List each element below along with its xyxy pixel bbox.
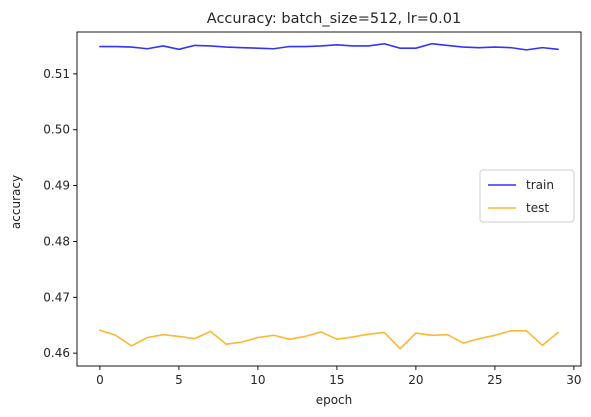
y-tick-label: 0.48 <box>43 234 70 248</box>
y-tick-label: 0.46 <box>43 346 70 360</box>
legend-label-train: train <box>526 178 554 192</box>
plot-frame <box>76 31 582 367</box>
chart-title: Accuracy: batch_size=512, lr=0.01 <box>207 11 461 27</box>
x-tick-label: 5 <box>175 373 183 387</box>
x-axis-label: epoch <box>316 393 353 407</box>
x-tick-label: 0 <box>96 373 104 387</box>
x-tick-label: 30 <box>566 373 581 387</box>
y-axis-label: accuracy <box>9 175 23 229</box>
series-line-train <box>99 42 559 51</box>
legend-box <box>479 169 575 223</box>
x-tick-label: 25 <box>487 373 502 387</box>
y-tick-label: 0.50 <box>43 123 70 137</box>
y-tick-label: 0.47 <box>43 290 70 304</box>
series-line-test <box>99 329 559 350</box>
plot-area: 0 5 10 15 20 25 30 0.46 0.47 0.48 0.49 0.50 0.51 trai… <box>43 31 582 387</box>
x-tick-label: 15 <box>329 373 344 387</box>
x-tick-label: 10 <box>250 373 265 387</box>
y-tick-label: 0.49 <box>43 179 70 193</box>
y-tick-label: 0.51 <box>43 67 70 81</box>
legend-label-test: test <box>526 201 549 215</box>
x-tick-label: 20 <box>408 373 423 387</box>
